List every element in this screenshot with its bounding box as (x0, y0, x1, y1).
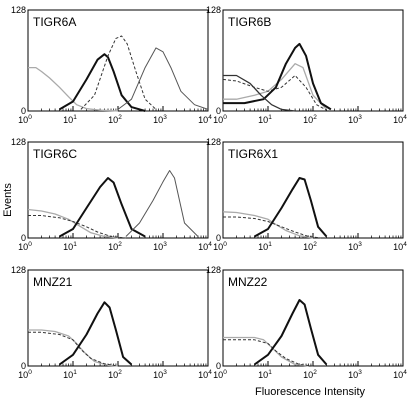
panel-title: TIGR6C (33, 147, 77, 161)
histogram-series-dashed (80, 35, 157, 110)
histogram-series-dashed (223, 216, 321, 239)
histogram-series-thick (58, 53, 146, 112)
y-tick-label: 128 (206, 137, 221, 147)
histogram-series-gray (223, 63, 327, 110)
y-tick-label: 128 (11, 265, 26, 275)
x-tick-label: 102 (108, 241, 122, 252)
x-tick-label: 101 (258, 241, 272, 252)
y-tick-label: 0 (21, 361, 26, 371)
histogram-series-thick (223, 42, 332, 111)
x-tick-label: 101 (258, 114, 272, 125)
panel-title: TIGR6B (228, 15, 271, 29)
panel-title: TIGR6X1 (228, 147, 278, 161)
x-tick-label: 101 (258, 369, 272, 380)
x-tick-label: 102 (108, 369, 122, 380)
panel-0: TIGR6A 0 128 100 101 102 103 104 (11, 5, 212, 125)
x-axis-label: Fluorescence Intensity (255, 386, 366, 398)
x-tick-label: 101 (63, 369, 77, 380)
histogram-series-dashed (222, 75, 327, 111)
x-tick-label: 103 (348, 114, 362, 125)
histogram-series-thin (125, 170, 199, 237)
y-tick-label: 128 (206, 5, 221, 15)
y-tick-label: 128 (11, 5, 26, 15)
y-tick-label: 0 (21, 233, 26, 243)
panel-1: TIGR6B 0 128 100 101 102 103 104 (206, 5, 407, 125)
x-tick-label: 104 (393, 241, 407, 252)
x-tick-label: 103 (153, 241, 167, 252)
x-tick-label: 100 (18, 241, 32, 252)
x-tick-label: 100 (213, 114, 227, 125)
x-tick-label: 104 (393, 369, 407, 380)
panel-2: TIGR6C 0 128 100 101 102 103 104 (11, 137, 212, 252)
y-tick-label: 0 (21, 106, 26, 116)
panel-4: MNZ21 0 128 100 101 102 103 104 (11, 265, 212, 380)
panel-5: MNZ22 0 128 100 101 102 103 104 (206, 265, 407, 380)
y-axis-label: Events (2, 183, 14, 217)
x-tick-label: 104 (198, 369, 212, 380)
histogram-series-thick (59, 177, 146, 238)
histogram-series-thick (254, 177, 328, 238)
panel-title: MNZ21 (33, 275, 73, 289)
histogram-series-thin (117, 47, 209, 110)
x-tick-label: 103 (153, 369, 167, 380)
x-tick-label: 102 (303, 114, 317, 125)
histogram-series-dashed (223, 339, 314, 367)
histogram-series-gray (28, 66, 119, 112)
y-tick-label: 0 (216, 233, 221, 243)
x-tick-label: 100 (213, 369, 227, 380)
histogram-series-thick (253, 299, 328, 366)
x-tick-label: 103 (348, 369, 362, 380)
x-tick-label: 102 (303, 241, 317, 252)
x-tick-label: 104 (198, 241, 212, 252)
y-tick-label: 128 (206, 265, 221, 275)
x-tick-label: 100 (213, 241, 227, 252)
histogram-series-dark (223, 74, 296, 112)
panel-title: TIGR6A (33, 15, 76, 29)
histogram-series-dashed (28, 215, 126, 239)
x-tick-label: 102 (303, 369, 317, 380)
x-tick-label: 101 (63, 241, 77, 252)
x-tick-label: 102 (108, 114, 122, 125)
x-tick-label: 103 (153, 114, 167, 125)
x-tick-label: 103 (348, 241, 362, 252)
histogram-series-gray (27, 208, 119, 239)
panel-title: MNZ22 (228, 275, 268, 289)
y-tick-label: 0 (216, 106, 221, 116)
histogram-series-gray (223, 336, 309, 367)
histogram-series-gray (28, 329, 119, 367)
x-tick-label: 104 (393, 114, 407, 125)
x-tick-label: 100 (18, 369, 32, 380)
x-tick-label: 101 (63, 114, 77, 125)
histogram-series-thick (58, 301, 133, 366)
panel-3: TIGR6X1 0 128 100 101 102 103 104 (206, 137, 407, 252)
y-tick-label: 0 (216, 361, 221, 371)
y-tick-label: 128 (11, 137, 26, 147)
x-tick-label: 100 (18, 114, 32, 125)
histogram-series-dashed (28, 331, 119, 367)
x-tick-label: 104 (198, 114, 212, 125)
